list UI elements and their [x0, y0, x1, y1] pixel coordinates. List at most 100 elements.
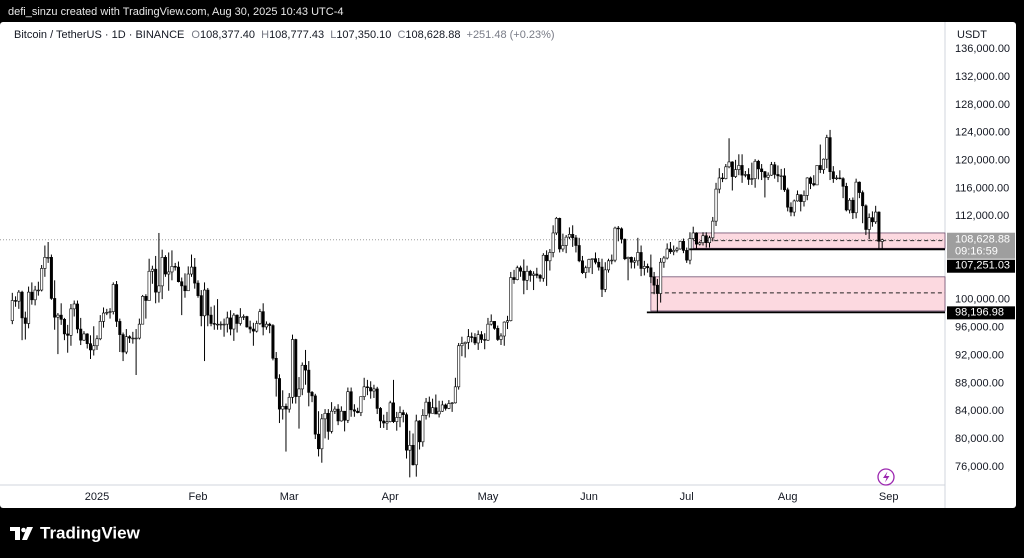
ohlc-value: 107,350.10 [336, 29, 391, 41]
candle-body [245, 316, 249, 328]
candle-body [476, 334, 480, 344]
candle-body [88, 343, 92, 351]
candle-body [395, 417, 399, 422]
brand-name: TradingView [40, 523, 141, 542]
candle-body [290, 339, 294, 398]
candle-body [310, 392, 314, 397]
level-price-box [947, 306, 1015, 320]
candle-body [558, 218, 562, 250]
ohlc-key: O [191, 29, 200, 41]
candle-body [163, 257, 167, 275]
candle-body [652, 276, 656, 286]
candle-body [877, 211, 881, 242]
candle-body [20, 291, 24, 319]
candle-body [828, 137, 832, 172]
candle-body [141, 296, 145, 325]
level-price-label: 107,251.03 [955, 260, 1010, 272]
candle-body [30, 291, 34, 301]
candle-body [522, 270, 526, 281]
candle-body [740, 165, 744, 176]
candle-body [799, 194, 803, 202]
candle-body [835, 177, 839, 180]
candle-body [580, 260, 584, 273]
candle-body [378, 408, 382, 422]
candle-body [763, 171, 767, 178]
candle-body [157, 285, 161, 293]
candle-body [457, 345, 461, 388]
candle-body [597, 261, 601, 268]
candle-body [297, 388, 301, 397]
candle-body [519, 267, 523, 272]
candle-body [743, 174, 747, 176]
candle-body [633, 260, 637, 263]
y-tick-label: 80,000.00 [955, 433, 1004, 445]
candle-body [450, 402, 454, 404]
candle-body [685, 250, 689, 261]
candle-body [841, 178, 845, 187]
candle-body [128, 336, 132, 339]
candle-body [506, 320, 510, 323]
ohlc-value: 108,628.88 [405, 29, 460, 41]
candle-body [33, 289, 37, 301]
ohlc-key: H [261, 29, 269, 41]
candle-body [815, 165, 819, 186]
chart-header: Bitcoin / TetherUS · 1D · BINANCE O108,3… [14, 29, 555, 41]
candle-body [421, 415, 425, 443]
candle-body [375, 388, 379, 409]
candle-body [160, 257, 164, 287]
candle-body [861, 192, 865, 207]
x-tick-label: Jul [680, 491, 694, 503]
candle-body [737, 165, 741, 170]
candle-body [108, 311, 112, 313]
candle-body [98, 321, 102, 340]
level-price-box [947, 259, 1015, 273]
candle-body [551, 232, 555, 253]
candle-body [629, 257, 633, 263]
candle-body [427, 401, 431, 414]
candle-body [349, 391, 353, 411]
ohlc-value: 108,777.43 [269, 29, 324, 41]
candle-body [805, 177, 809, 196]
candle-body [499, 335, 503, 340]
candle-body [10, 300, 14, 321]
candle-body [587, 259, 591, 269]
candle-body [356, 410, 360, 413]
candle-body [818, 165, 822, 170]
candle-body [46, 257, 50, 259]
candle-body [111, 284, 115, 312]
countdown-label: 09:16:59 [955, 246, 998, 258]
candle-body [600, 266, 604, 290]
candle-body [219, 323, 223, 326]
candle-body [255, 323, 259, 332]
candle-body [665, 248, 669, 259]
candle-body [721, 177, 725, 180]
candle-body [760, 168, 764, 172]
candle-body [577, 245, 581, 262]
y-tick-label: 112,000.00 [955, 210, 1009, 222]
candle-body [437, 410, 441, 415]
y-tick-label: 120,000.00 [955, 154, 1010, 166]
candle-body [838, 177, 842, 180]
ohlc-key: C [397, 29, 405, 41]
candle-body [766, 174, 770, 178]
candle-body [206, 289, 210, 316]
candle-body [167, 271, 171, 275]
candle-body [434, 407, 438, 415]
candle-body [189, 266, 193, 275]
candle-body [284, 406, 288, 410]
last-price-box [947, 232, 1015, 259]
candle-body [848, 199, 852, 211]
candle-body [359, 396, 363, 413]
candle-body [235, 314, 239, 324]
candle-body [512, 277, 516, 280]
candle-body [698, 242, 702, 245]
candle-body [271, 325, 275, 359]
candle-body [62, 318, 66, 335]
candle-body [655, 284, 659, 294]
candle-body [440, 404, 444, 412]
candle-body [232, 314, 236, 330]
candle-body [411, 445, 415, 466]
candle-body [678, 241, 682, 250]
candle-body [173, 266, 177, 268]
candle-body [492, 321, 496, 329]
